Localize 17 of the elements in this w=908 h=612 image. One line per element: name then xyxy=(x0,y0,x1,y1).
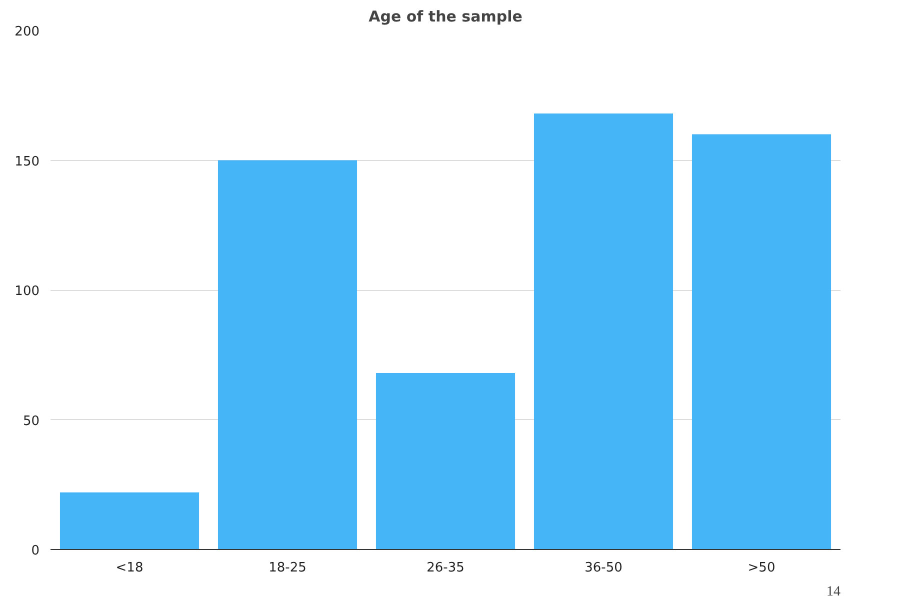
y-tick-label: 150 xyxy=(14,154,40,170)
chart-title: Age of the sample xyxy=(368,8,522,26)
x-tick-label: 18-25 xyxy=(268,560,306,576)
bar xyxy=(218,160,358,550)
y-tick-label: 0 xyxy=(31,544,40,558)
x-tick-label: 26-35 xyxy=(426,560,464,576)
y-tick-label: 100 xyxy=(14,284,40,299)
y-tick-label: 50 xyxy=(22,414,40,429)
text: 14 xyxy=(826,584,840,600)
bar xyxy=(692,134,832,550)
y-tick-label: 200 xyxy=(14,24,40,40)
bar xyxy=(60,492,200,550)
x-tick-label: >50 xyxy=(748,560,776,576)
bar xyxy=(376,373,516,550)
x-tick-label: 36-50 xyxy=(584,560,622,576)
bar xyxy=(534,114,674,550)
x-tick-label: <18 xyxy=(116,560,144,576)
